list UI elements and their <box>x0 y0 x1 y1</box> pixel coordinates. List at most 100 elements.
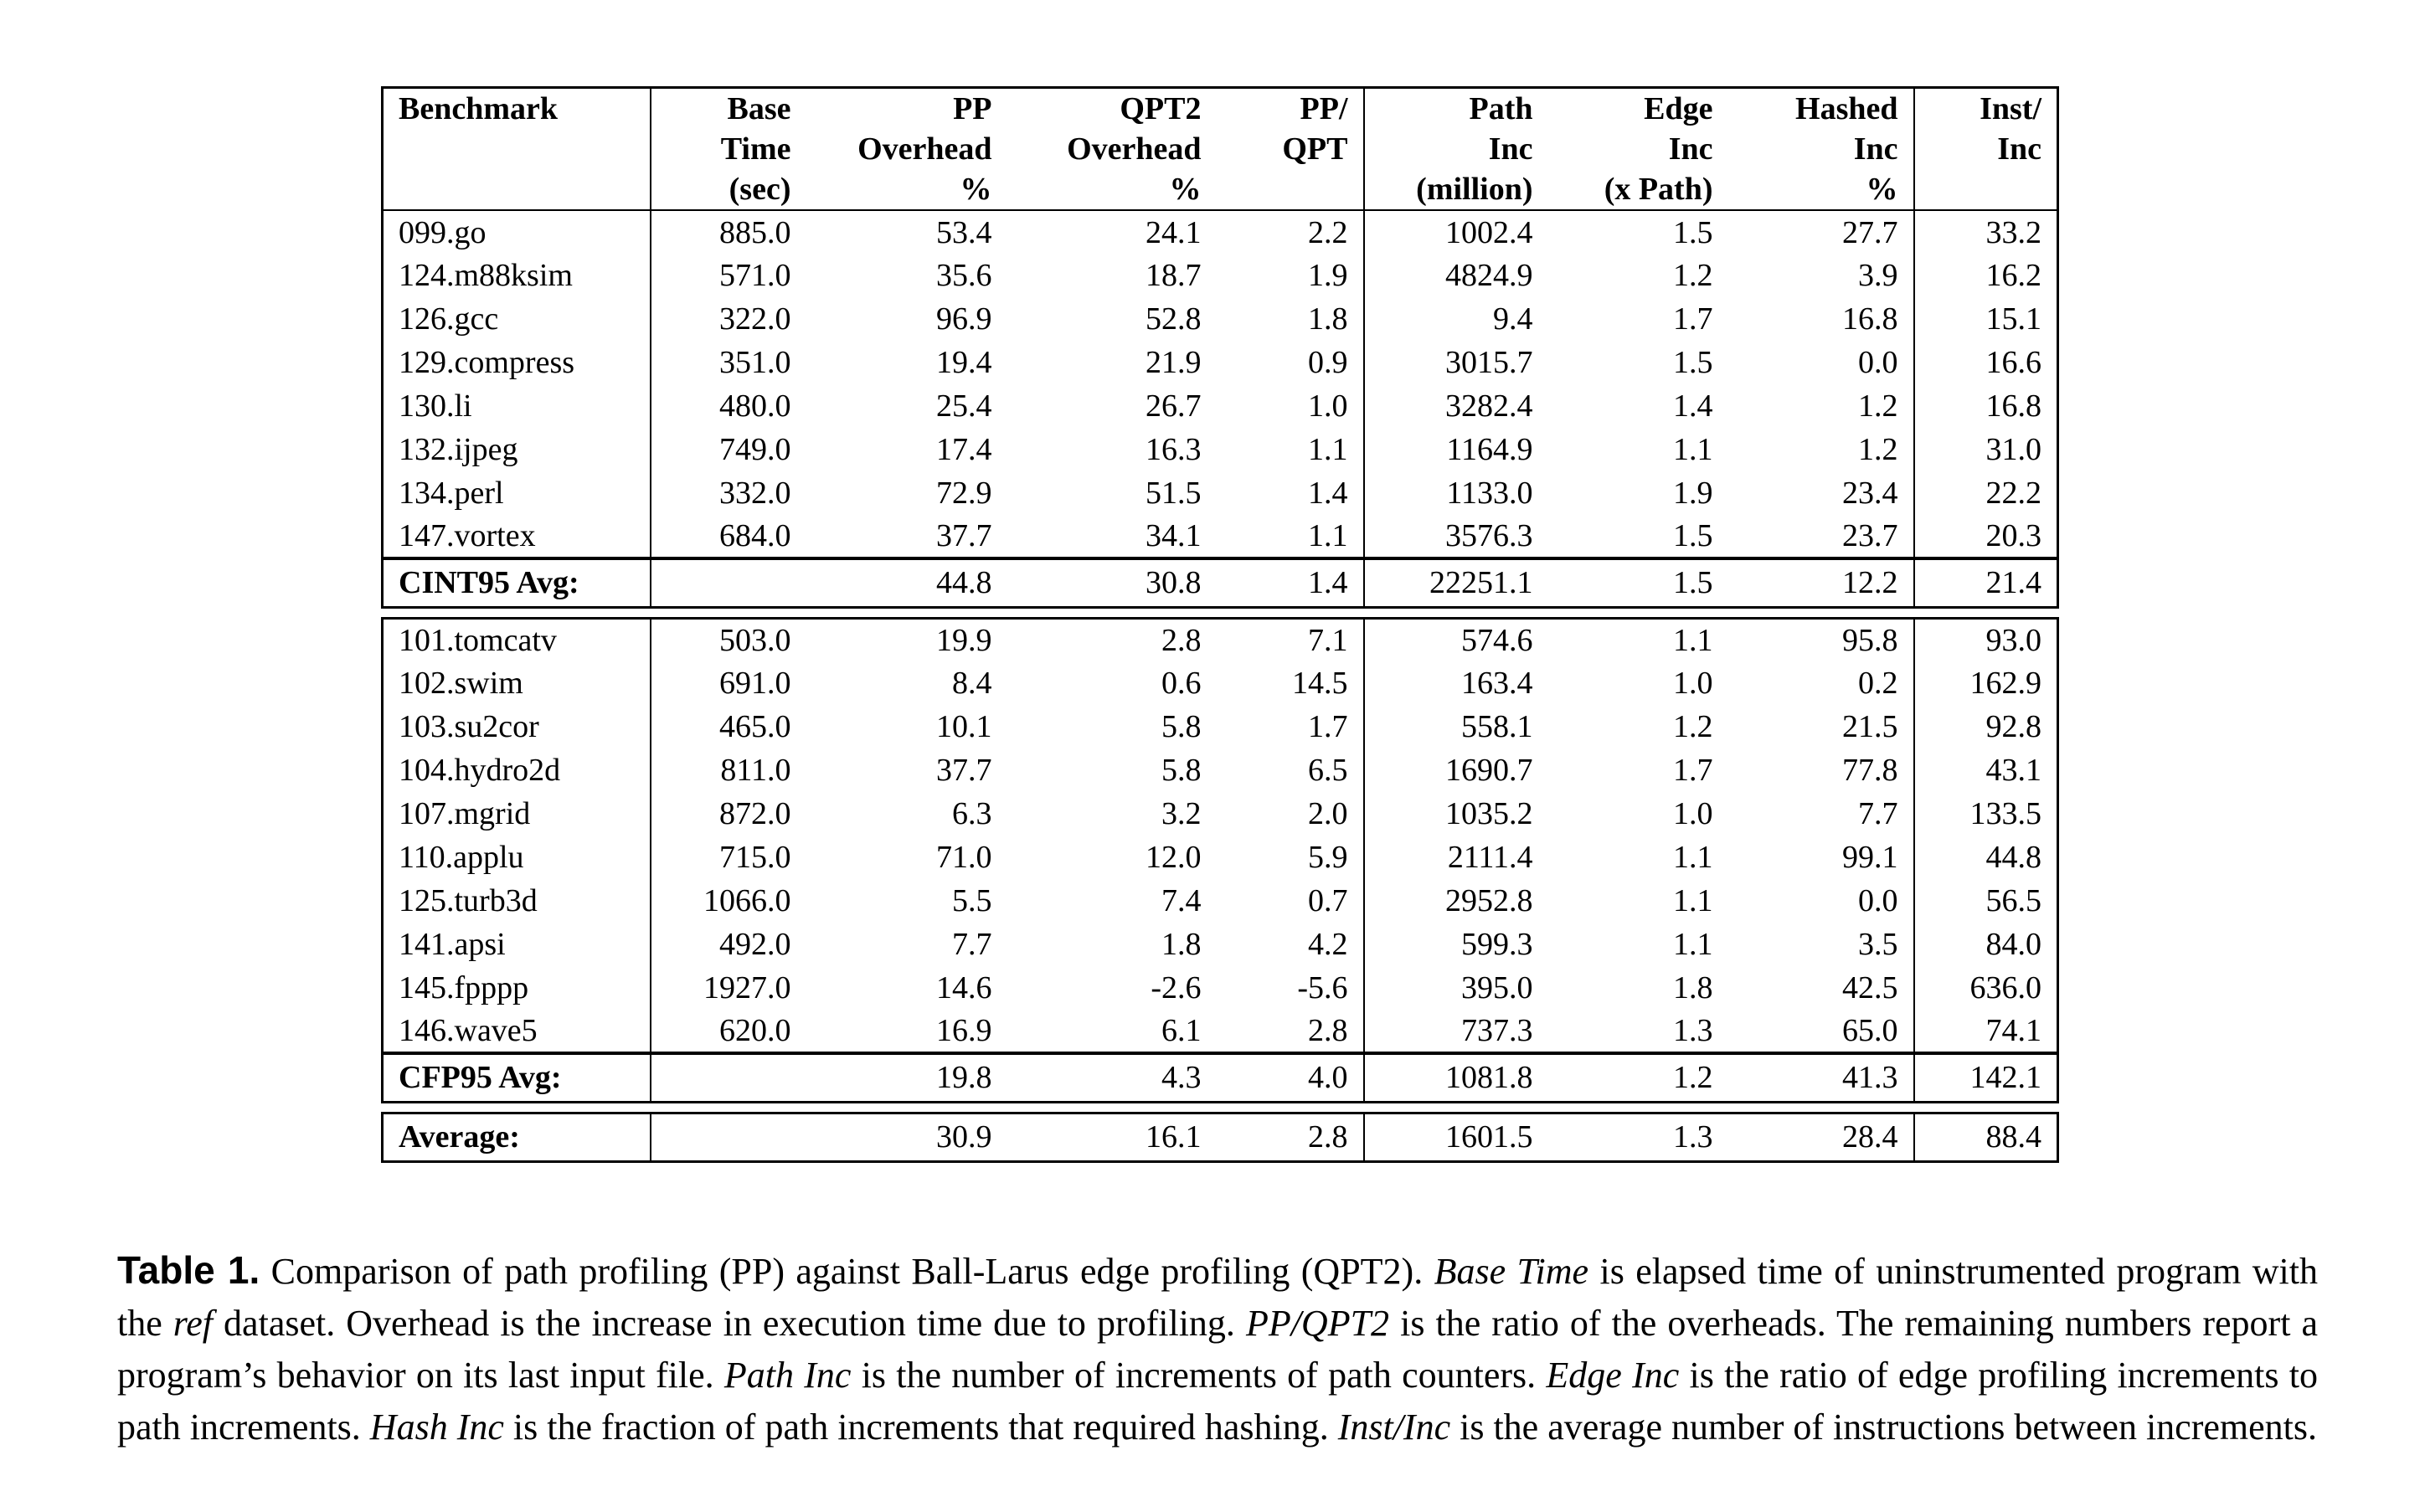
table-row: 107.mgrid 872.0 6.3 3.2 2.0 1035.2 1.0 7.7 133.5 <box>382 792 2058 836</box>
value-cell: 15.1 <box>1985 301 2042 337</box>
header-row: Benchmark Base Time (sec) PP Overhead% QPT2 Ove… <box>382 87 2058 211</box>
value-cell: 7.7 <box>952 927 992 962</box>
value-cell: 21.9 <box>1146 345 1202 380</box>
header-line: QPT2 <box>1120 91 1202 126</box>
value-cell: 37.7 <box>936 518 992 553</box>
value-cell: 19.8 <box>936 1060 992 1096</box>
value-cell: 2.8 <box>1216 1113 1365 1161</box>
header-line <box>1915 169 2042 209</box>
value-cell: 3282.4 <box>1445 388 1533 424</box>
value-cell: 3576.3 <box>1445 518 1533 553</box>
value-cell: 8.4 <box>952 666 992 701</box>
overall-average-table: Average: 30.9 16.1 2.8 1601.5 1.3 28.4 88.4 <box>381 1111 2059 1163</box>
benchmark-cell: 134.perl <box>382 471 651 515</box>
table-header: Benchmark Base Time (sec) PP Overhead% QPT2 Ove… <box>382 87 2058 211</box>
header-line <box>399 169 649 209</box>
value-cell: 71.0 <box>936 840 992 875</box>
value-cell: 1.1 <box>1673 622 1713 658</box>
table-row: CINT95 Avg: 44.8 30.8 1.4 22251.1 1.5 12.2 21.4 <box>382 558 2058 607</box>
value-cell: 1927.0 <box>703 970 791 1005</box>
value-cell: 77.8 <box>1727 748 1915 792</box>
caption-segment: dataset. Overhead is the increase in exe… <box>213 1303 1246 1344</box>
value-cell: 5.9 <box>1216 836 1365 879</box>
value-cell: 84.0 <box>1985 927 2042 962</box>
table-row: 102.swim 691.0 8.4 0.6 14.5 163.4 1.0 0.2 162.9 <box>382 661 2058 705</box>
value-cell: 1.1 <box>1673 883 1713 918</box>
value-cell: 43.1 <box>1985 753 2042 788</box>
caption-segment: is the fraction of path increments that … <box>503 1407 1338 1448</box>
caption-segment: Comparison of path profiling (PP) agains… <box>260 1251 1434 1292</box>
value-cell: 7.1 <box>1216 618 1365 661</box>
value-cell: 571.0 <box>719 258 791 293</box>
table-row: CFP95 Avg: 19.8 4.3 4.0 1081.8 1.2 41.3 142.1 <box>382 1053 2058 1102</box>
table-row: 130.li 480.0 25.4 26.7 1.0 3282.4 1.4 1.2 16.8 <box>382 384 2058 428</box>
caption-segment: is the ratio of edge profiling increment… <box>117 1355 2318 1448</box>
value-cell: 14.6 <box>936 970 992 1005</box>
value-cell: 142.1 <box>1969 1060 2042 1096</box>
value-cell: 599.3 <box>1461 927 1533 962</box>
value-cell: 3.5 <box>1727 923 1915 966</box>
value-cell: 1601.5 <box>1445 1119 1533 1155</box>
value-cell: 1.0 <box>1216 384 1365 428</box>
value-cell: 16.2 <box>1985 258 2042 293</box>
value-cell <box>651 558 806 607</box>
value-cell: 12.0 <box>1146 840 1202 875</box>
table-row: 124.m88ksim 571.0 35.6 18.7 1.9 4824.9 1.2 3.9 1… <box>382 254 2058 297</box>
value-cell: 715.0 <box>719 840 791 875</box>
value-cell: 1.1 <box>1216 515 1365 558</box>
column-header-5: Path Inc (million) <box>1364 88 1548 211</box>
benchmark-cell: 130.li <box>382 384 651 428</box>
value-cell: 19.4 <box>936 345 992 380</box>
value-cell: -5.6 <box>1216 966 1365 1010</box>
value-cell: 16.3 <box>1146 432 1202 467</box>
value-cell: 1002.4 <box>1445 214 1533 250</box>
value-cell: 503.0 <box>719 622 791 658</box>
value-cell: 1.8 <box>1161 927 1202 962</box>
value-cell: 5.8 <box>1161 709 1202 744</box>
header-line: Inst/ <box>1980 91 2041 126</box>
value-cell: 30.9 <box>936 1119 992 1155</box>
value-cell: 1066.0 <box>703 883 791 918</box>
value-cell: 5.8 <box>1161 753 1202 788</box>
value-cell: 14.5 <box>1216 661 1365 705</box>
value-cell: 20.3 <box>1985 518 2042 553</box>
cfp95-rows: 101.tomcatv 503.0 19.9 2.8 7.1 574.6 1.1 95.8 93… <box>382 618 2058 1053</box>
table-row: 141.apsi 492.0 7.7 1.8 4.2 599.3 1.1 3.5 84.0 <box>382 923 2058 966</box>
value-cell: 1.7 <box>1673 301 1713 337</box>
cfp95-table: 101.tomcatv 503.0 19.9 2.8 7.1 574.6 1.1 95.8 93… <box>381 616 2059 1103</box>
value-cell: 52.8 <box>1146 301 1202 337</box>
value-cell: 53.4 <box>936 214 992 250</box>
benchmark-cell: 126.gcc <box>382 297 651 341</box>
table-row: 146.wave5 620.0 16.9 6.1 2.8 737.3 1.3 65.0 74.1 <box>382 1010 2058 1053</box>
value-cell: 0.2 <box>1727 661 1915 705</box>
value-cell: 2.2 <box>1216 210 1365 254</box>
value-cell <box>651 1053 806 1102</box>
value-cell: 4.0 <box>1216 1053 1365 1102</box>
value-cell: 1.2 <box>1727 428 1915 471</box>
value-cell: 2.0 <box>1216 792 1365 836</box>
value-cell: 0.6 <box>1161 666 1202 701</box>
column-header-1: Base Time (sec) <box>651 88 806 211</box>
value-cell: 1.2 <box>1673 709 1713 744</box>
caption-segment: Hash Inc <box>369 1407 504 1448</box>
value-cell: 33.2 <box>1985 214 2042 250</box>
caption-segment: is the average number of instructions be… <box>1450 1407 2317 1448</box>
value-cell: 1.2 <box>1673 1060 1713 1096</box>
header-line: Hashed <box>1795 91 1898 126</box>
value-cell: 558.1 <box>1461 709 1533 744</box>
value-cell: 574.6 <box>1461 622 1533 658</box>
value-cell: 395.0 <box>1461 970 1533 1005</box>
value-cell: 16.8 <box>1985 388 2042 424</box>
column-header-6: Edge Inc (x Path) <box>1548 88 1728 211</box>
value-cell: 1.4 <box>1216 471 1365 515</box>
value-cell: 1.4 <box>1673 388 1713 424</box>
value-cell: 4.2 <box>1216 923 1365 966</box>
value-cell: 1133.0 <box>1446 476 1533 511</box>
benchmark-cell: 145.fpppp <box>382 966 651 1010</box>
value-cell: 1.9 <box>1216 254 1365 297</box>
value-cell: 684.0 <box>719 518 791 553</box>
column-header-8: Inst/Inc <box>1914 88 2058 211</box>
value-cell: 37.7 <box>936 753 992 788</box>
header-line: (sec) <box>729 172 791 207</box>
value-cell: 1.2 <box>1727 384 1915 428</box>
